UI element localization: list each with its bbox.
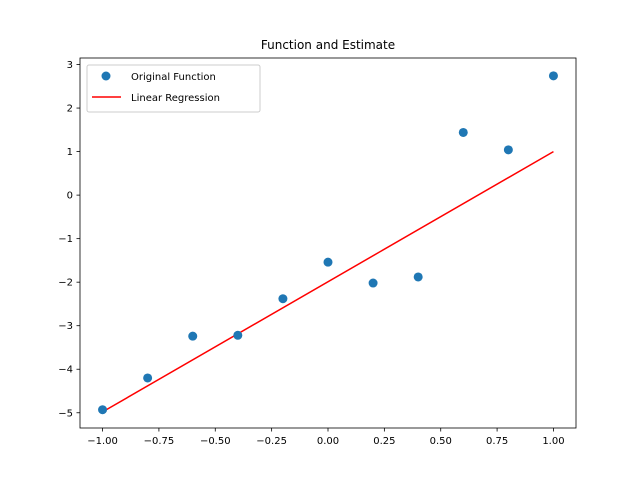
data-point	[548, 71, 558, 81]
regression-line	[102, 150, 554, 413]
x-tick-label: 0.75	[486, 436, 508, 447]
y-tick-label: 2	[67, 104, 73, 115]
y-tick-label: −3	[58, 321, 73, 332]
data-point	[143, 373, 153, 383]
data-point	[413, 272, 423, 282]
data-point	[188, 331, 198, 341]
x-tick-label: −0.75	[144, 436, 175, 447]
data-point	[233, 330, 243, 340]
legend-label-original-function: Original Function	[131, 72, 216, 83]
y-tick-label: −1	[58, 234, 73, 245]
data-point	[323, 257, 333, 267]
legend-label-linear-regression: Linear Regression	[131, 93, 220, 104]
data-point	[368, 278, 378, 288]
data-point	[98, 405, 108, 415]
x-tick-label: 0.25	[373, 436, 395, 447]
y-tick-label: 1	[67, 147, 73, 158]
legend-box	[86, 64, 261, 113]
data-point	[503, 145, 513, 155]
x-tick-label: 0.50	[430, 436, 452, 447]
x-axis: −1.00 −0.75 −0.50 −0.25 0.00 0.25 0.50 0.75 1.00	[87, 428, 565, 447]
y-axis: −5 −4 −3 −2 −1 0 1 2 3	[58, 60, 80, 419]
data-point	[458, 127, 468, 137]
legend-marker-original-function	[101, 71, 111, 81]
y-tick-label: −5	[58, 408, 73, 419]
legend: Original Function Linear Regression	[86, 64, 261, 113]
axes-frame	[79, 57, 577, 429]
x-tick-label: 1.00	[542, 436, 564, 447]
y-tick-label: −4	[58, 365, 73, 376]
x-tick-label: −1.00	[87, 436, 118, 447]
x-tick-label: 0.00	[317, 436, 339, 447]
y-tick-label: −2	[58, 278, 73, 289]
chart-title: Function and Estimate	[261, 38, 395, 52]
y-tick-label: 3	[67, 60, 73, 71]
y-tick-label: 0	[67, 191, 73, 202]
data-point	[278, 294, 288, 304]
x-tick-label: −0.50	[200, 436, 231, 447]
plot-area	[98, 71, 558, 415]
x-tick-label: −0.25	[256, 436, 287, 447]
